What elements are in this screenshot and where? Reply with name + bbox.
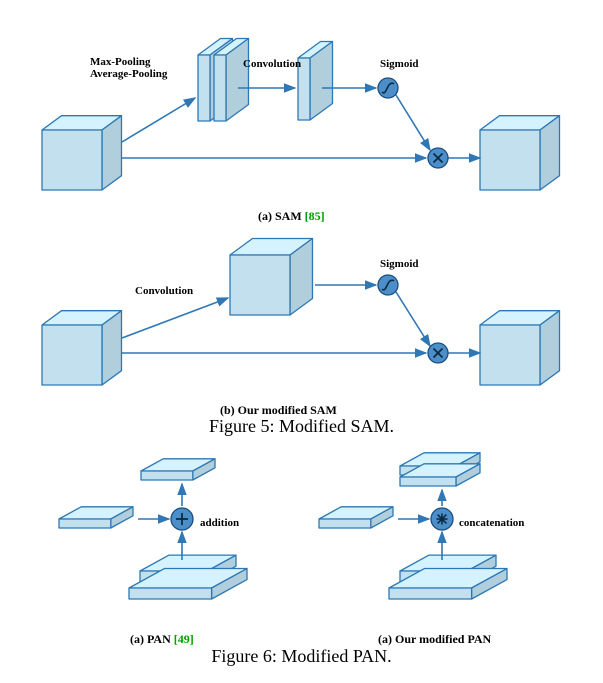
fig5-citation: [85]: [305, 209, 325, 223]
label-sigmoid2: Sigmoid: [380, 258, 419, 270]
fig5-subcaption-a: (a) SAM [85]: [258, 209, 325, 224]
page: { "colors": { "cubeFill": "#c3e0ef", "cu…: [0, 0, 603, 683]
fig6-caption: Figure 6: Modified PAN.: [0, 646, 603, 667]
fig6-subcaption-a-text: (a) PAN: [130, 632, 174, 646]
label-sigmoid1: Sigmoid: [380, 58, 419, 70]
label-concat: concatenation: [459, 517, 524, 529]
label-conv1: Convolution: [243, 58, 301, 70]
fig5-subcaption-a-text: (a) SAM: [258, 209, 305, 223]
label-addition: addition: [200, 517, 239, 529]
label-avgpool: Average-Pooling: [90, 68, 167, 80]
fig6-citation: [49]: [174, 632, 194, 646]
fig6-subcaption-a: (a) PAN [49]: [130, 632, 194, 647]
fig5-caption: Figure 5: Modified SAM.: [0, 416, 603, 437]
label-maxpool: Max-Pooling: [90, 56, 151, 68]
fig6-subcaption-b: (a) Our modified PAN: [378, 632, 491, 647]
diagram-canvas: [0, 0, 603, 683]
label-conv2: Convolution: [135, 285, 193, 297]
